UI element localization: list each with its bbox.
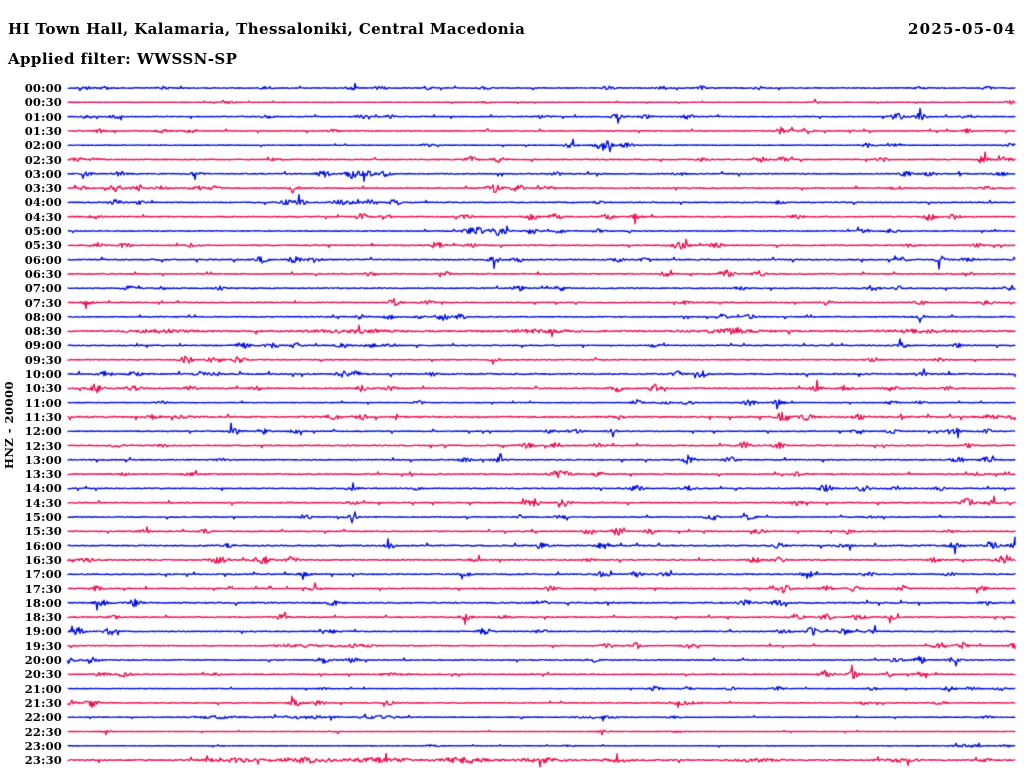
time-label: 02:00: [24, 138, 62, 153]
time-label: 12:30: [24, 438, 62, 453]
time-label: 07:00: [24, 281, 62, 296]
time-label: 08:30: [24, 324, 62, 339]
date-label: 2025-05-04: [908, 20, 1016, 38]
time-label: 12:00: [24, 424, 62, 439]
time-label: 11:00: [24, 395, 62, 410]
time-label: 03:00: [24, 166, 62, 181]
time-label: 21:30: [24, 695, 62, 710]
time-label: 14:00: [24, 481, 62, 496]
time-label: 13:30: [24, 467, 62, 482]
time-label: 17:00: [24, 567, 62, 582]
time-label: 14:30: [24, 495, 62, 510]
filter-line: Applied filter: WWSSN-SP: [8, 50, 237, 68]
time-label: 23:00: [24, 738, 62, 753]
time-label: 06:00: [24, 252, 62, 267]
time-label: 04:30: [24, 209, 62, 224]
time-label: 08:00: [24, 309, 62, 324]
time-label: 15:00: [24, 510, 62, 524]
time-label: 09:30: [24, 352, 62, 367]
time-label: 07:30: [24, 295, 62, 310]
time-label: 16:30: [24, 552, 62, 567]
time-label: 20:00: [24, 653, 62, 667]
time-label: 22:30: [24, 724, 62, 739]
time-label: 10:00: [24, 367, 62, 381]
time-label: 05:00: [24, 224, 62, 238]
time-label: 17:30: [24, 581, 62, 596]
time-label: 15:30: [24, 524, 62, 539]
time-label: 21:00: [24, 681, 62, 696]
time-label: 20:30: [24, 667, 62, 682]
time-label: 00:30: [24, 95, 62, 110]
time-label: 13:00: [24, 452, 62, 467]
time-label: 18:00: [24, 595, 62, 610]
filter-label: Applied filter:: [8, 50, 132, 68]
time-label: 11:30: [24, 409, 62, 424]
time-label: 01:30: [24, 123, 62, 138]
time-label: 23:30: [24, 753, 62, 768]
time-label: 16:00: [24, 538, 62, 553]
time-label: 18:30: [24, 610, 62, 625]
time-label: 04:00: [24, 195, 62, 210]
time-label: 03:30: [24, 181, 62, 196]
time-label: 09:00: [24, 338, 62, 353]
time-label: 19:30: [24, 638, 62, 653]
time-label: 00:00: [24, 81, 62, 95]
filter-value: WWSSN-SP: [137, 50, 238, 68]
station-title: HI Town Hall, Kalamaria, Thessaloniki, C…: [8, 20, 526, 38]
time-label: 02:30: [24, 152, 62, 167]
time-label: 10:30: [24, 381, 62, 396]
time-label: 06:30: [24, 266, 62, 281]
time-label: 05:30: [24, 238, 62, 253]
time-label: 19:00: [24, 624, 62, 639]
time-label: 01:00: [24, 109, 62, 124]
time-label: 22:00: [24, 710, 62, 725]
